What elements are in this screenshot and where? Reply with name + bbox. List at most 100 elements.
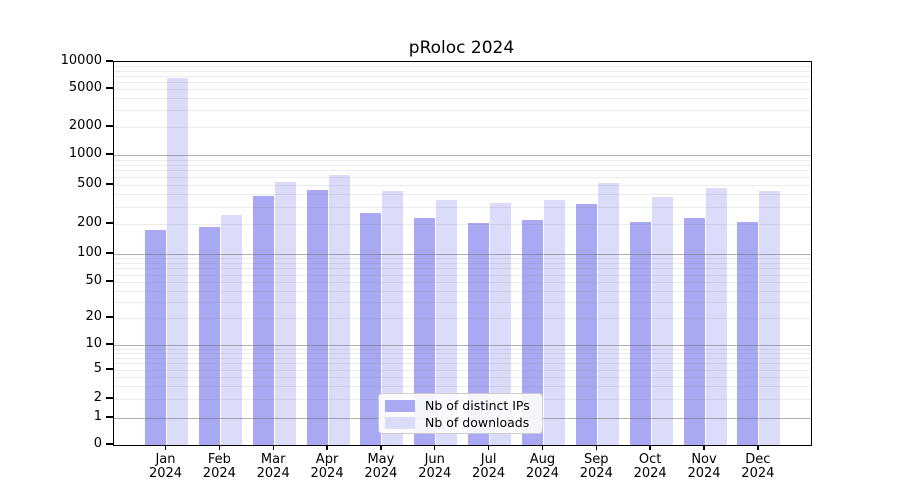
x-tick-mark (703, 445, 705, 451)
bar-jun-distinct-ips (414, 218, 436, 445)
x-tick-label-jun: Jun 2024 (418, 452, 452, 481)
gridline-minor (114, 185, 811, 186)
y-tick-mark (106, 343, 113, 345)
gridline-minor (114, 370, 811, 371)
x-tick-label-aug: Aug 2024 (525, 452, 559, 481)
y-tick-label: 200 (77, 215, 102, 230)
y-tick-mark (106, 252, 113, 254)
gridline-major (114, 254, 811, 255)
x-tick-label-mar: Mar 2024 (256, 452, 290, 481)
bar-feb-downloads (220, 214, 242, 445)
x-tick-mark (380, 445, 382, 451)
bar-apr-downloads (328, 175, 350, 445)
bar-mar-downloads (274, 182, 296, 445)
y-tick-label: 1000 (68, 146, 102, 161)
gridline-minor (114, 377, 811, 379)
y-tick-mark (106, 125, 113, 127)
gridline-minor (114, 268, 811, 270)
x-tick-label-jul: Jul 2024 (472, 452, 506, 481)
x-tick-mark (434, 445, 436, 451)
legend: Nb of distinct IPs Nb of downloads (378, 393, 543, 434)
y-tick-label: 10 (85, 336, 102, 351)
x-tick-mark (487, 445, 490, 451)
bar-aug-downloads (543, 200, 565, 445)
x-tick-label-apr: Apr 2024 (310, 452, 344, 481)
gridline-minor (114, 302, 811, 304)
bar-oct-downloads (651, 196, 673, 445)
gridline-minor (114, 159, 811, 161)
bar-jul-distinct-ips (468, 222, 490, 445)
gridline-minor (114, 127, 811, 128)
y-tick-label: 10000 (60, 53, 102, 68)
y-tick-mark (106, 60, 113, 62)
gridline-minor (114, 75, 811, 77)
y-tick-mark (106, 153, 113, 155)
x-tick-label-oct: Oct 2024 (633, 452, 667, 481)
bar-jan-downloads (167, 78, 188, 445)
gridline-minor (114, 81, 811, 83)
y-tick-label: 20 (85, 309, 102, 324)
y-tick-mark (106, 183, 113, 185)
y-tick-label: 2 (93, 390, 102, 405)
x-tick-mark (326, 445, 328, 451)
bar-may-distinct-ips (360, 212, 382, 445)
x-tick-mark (757, 445, 759, 451)
bar-sep-distinct-ips (575, 204, 597, 445)
gridline-minor (114, 164, 811, 166)
y-tick-mark (106, 416, 113, 418)
y-tick-label: 500 (77, 176, 102, 191)
gridline-minor (114, 224, 811, 225)
gridline-minor (114, 258, 811, 260)
gridline-minor (114, 386, 811, 388)
bar-feb-distinct-ips (198, 227, 220, 445)
x-tick-mark (595, 445, 597, 451)
x-tick-label-jan: Jan 2024 (148, 452, 183, 481)
plot-area (113, 61, 812, 446)
gridline-minor (114, 66, 811, 68)
y-tick-label: 100 (77, 245, 102, 260)
chart-title: pRoloc 2024 (408, 38, 515, 58)
gridline-minor (114, 348, 811, 350)
bar-jun-downloads (436, 200, 458, 445)
y-tick-label: 50 (85, 273, 102, 288)
y-tick-mark (106, 87, 113, 89)
x-tick-mark (649, 445, 651, 451)
legend-label-downloads: Nb of downloads (425, 415, 530, 430)
gridline-minor (114, 206, 811, 208)
gridline-minor (114, 170, 811, 172)
x-tick-label-feb: Feb 2024 (202, 452, 236, 481)
gridline-minor (114, 98, 811, 100)
legend-swatch-downloads (385, 416, 415, 429)
x-tick-label-may: May 2024 (364, 452, 398, 481)
gridline-major (114, 345, 811, 346)
bar-aug-distinct-ips (521, 219, 543, 445)
bar-nov-distinct-ips (683, 218, 705, 445)
bar-sep-downloads (597, 183, 619, 445)
x-tick-mark (218, 445, 221, 451)
y-tick-mark (106, 443, 113, 445)
gridline-minor (114, 357, 811, 359)
y-tick-label: 2000 (68, 118, 102, 133)
gridline-minor (114, 70, 811, 72)
bar-apr-distinct-ips (306, 189, 328, 445)
gridline-minor (114, 290, 811, 292)
legend-item-downloads: Nb of downloads (385, 414, 536, 431)
x-tick-label-dec: Dec 2024 (741, 452, 775, 481)
y-tick-label: 0 (93, 436, 102, 451)
x-tick-mark (541, 445, 544, 451)
gridline-minor (114, 318, 811, 319)
y-tick-mark (106, 316, 113, 318)
legend-item-distinct-ips: Nb of distinct IPs (385, 397, 536, 414)
bar-mar-distinct-ips (252, 196, 274, 445)
gridline-major (114, 155, 811, 156)
bar-jan-distinct-ips (145, 229, 166, 445)
gridline-minor (114, 363, 811, 365)
y-tick-mark (106, 280, 113, 282)
bar-dec-distinct-ips (737, 221, 759, 445)
x-tick-label-sep: Sep 2024 (579, 452, 613, 481)
gridline-minor (114, 263, 811, 264)
bar-nov-downloads (705, 187, 727, 445)
gridline-minor (114, 177, 811, 179)
x-tick-mark (164, 445, 167, 451)
